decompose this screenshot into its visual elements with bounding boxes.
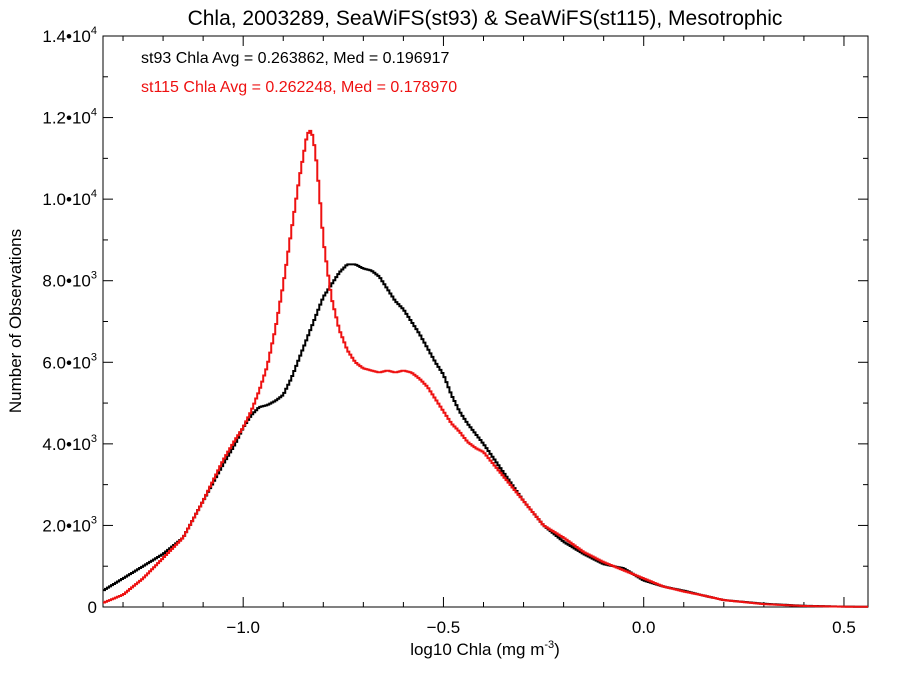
- annotation-st115: st115 Chla Avg = 0.262248, Med = 0.17897…: [141, 79, 457, 96]
- series-line-st115: [103, 129, 868, 608]
- x-tick-label: −0.5: [427, 618, 461, 637]
- series-layer: [103, 129, 868, 608]
- y-tick-label: 1.0•104: [42, 188, 97, 209]
- x-tick-label: 0.5: [832, 618, 856, 637]
- y-tick-label: 1.2•104: [42, 107, 97, 128]
- y-axis-label: Number of Observations: [6, 229, 25, 413]
- annotation-st93: st93 Chla Avg = 0.263862, Med = 0.196917: [141, 50, 449, 67]
- x-axis: −1.0 −0.5 0.0 0.5: [122, 36, 856, 637]
- y-tick-label: 8.0•103: [42, 270, 97, 291]
- x-tick-label: 0.0: [632, 618, 656, 637]
- x-axis-label: log10 Chla (mg m-3): [410, 639, 560, 659]
- y-tick-label: 4.0•103: [42, 433, 97, 454]
- y-tick-label: 0: [88, 598, 97, 617]
- chart-title: Chla, 2003289, SeaWiFS(st93) & SeaWiFS(s…: [188, 7, 783, 30]
- y-tick-label: 6.0•103: [42, 351, 97, 372]
- x-tick-label: −1.0: [226, 618, 260, 637]
- y-tick-label: 2.0•103: [42, 514, 97, 535]
- series-line-st93: [103, 263, 868, 608]
- y-tick-label: 1.4•104: [42, 25, 97, 46]
- y-axis: 0 2.0•103 4.0•103 6.0•103 8.0•103 1.0•104 1.2•…: [42, 25, 868, 617]
- plot-frame: [102, 35, 869, 608]
